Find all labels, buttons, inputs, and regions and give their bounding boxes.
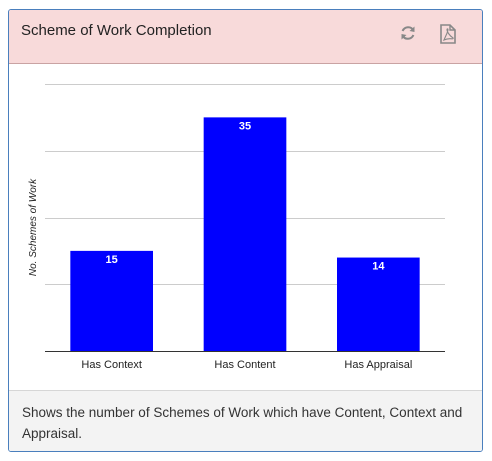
- data-label: 15: [106, 254, 118, 266]
- y-axis-label: No. Schemes of Work: [28, 178, 39, 276]
- x-tick-label: Has Context: [81, 359, 142, 371]
- chart-panel: Scheme of Work Completion 15 Has Context 3…: [8, 9, 483, 452]
- x-tick-label: Has Content: [214, 359, 275, 371]
- panel-header: Scheme of Work Completion: [9, 10, 482, 64]
- panel-footer: Shows the number of Schemes of Work whic…: [9, 390, 482, 451]
- data-label: 14: [372, 261, 385, 273]
- chart-area: 15 Has Context 35 Has Content 14 Has Appraisa…: [9, 64, 482, 392]
- panel-title: Scheme of Work Completion: [21, 22, 212, 39]
- bar-chart: 15 Has Context 35 Has Content 14 Has Appraisa…: [9, 64, 482, 392]
- bar: [204, 117, 287, 351]
- bar: [70, 251, 153, 351]
- chart-description: Shows the number of Schemes of Work whic…: [22, 402, 468, 444]
- x-tick-label: Has Appraisal: [344, 359, 412, 371]
- data-label: 35: [239, 120, 251, 132]
- refresh-icon[interactable]: [399, 24, 419, 44]
- pdf-export-icon[interactable]: [439, 24, 459, 44]
